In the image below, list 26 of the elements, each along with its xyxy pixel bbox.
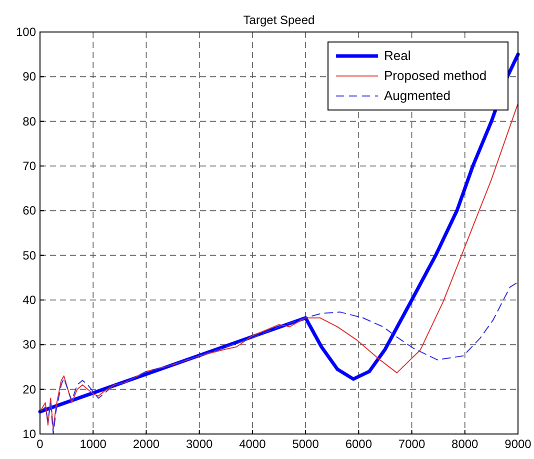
x-tick-label: 6000: [345, 437, 372, 451]
y-tick-label: 40: [22, 293, 36, 307]
legend-label: Proposed method: [384, 68, 487, 83]
x-tick-label: 8000: [452, 437, 479, 451]
y-tick-label: 20: [22, 382, 36, 396]
y-tick-label: 70: [22, 159, 36, 173]
legend-label: Augmented: [384, 88, 450, 103]
legend-label: Real: [384, 48, 411, 63]
x-tick-label: 3000: [186, 437, 214, 451]
x-tick-label: 5000: [292, 437, 320, 451]
chart-title: Target Speed: [243, 13, 315, 27]
x-tick-label: 9000: [504, 437, 532, 451]
x-tick-label: 0: [36, 437, 44, 451]
x-tick-label: 1000: [80, 437, 107, 451]
y-tick-label: 50: [22, 248, 36, 262]
y-tick-label: 100: [16, 25, 36, 39]
y-tick-label: 60: [22, 204, 36, 218]
y-tick-label: 90: [22, 70, 36, 84]
x-tick-label: 2000: [132, 437, 160, 451]
x-tick-label: 7000: [398, 437, 426, 451]
line-series: [40, 102, 518, 430]
x-tick-label: 4000: [239, 437, 266, 451]
y-tick-label: 30: [22, 338, 36, 352]
y-tick-label: 10: [22, 427, 36, 441]
line-series: [40, 282, 518, 434]
y-tick-label: 80: [22, 114, 36, 128]
